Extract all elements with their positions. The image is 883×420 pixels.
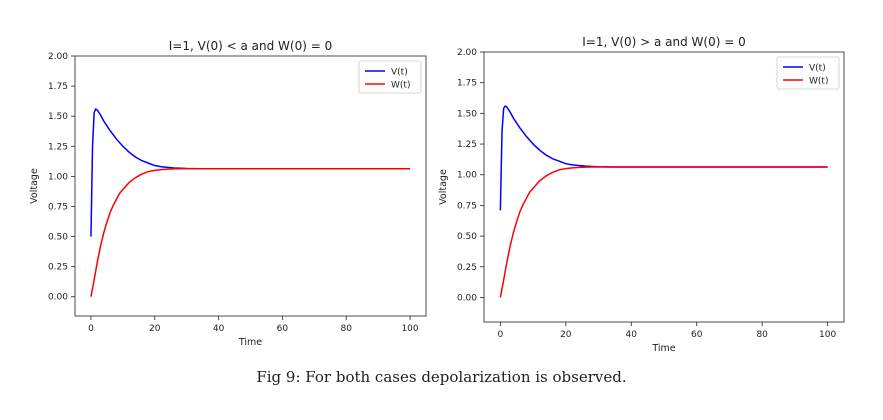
series-line-V(t) — [90, 108, 411, 237]
y-axis-label: Voltage — [29, 168, 40, 204]
y-tick-label: 0.25 — [48, 263, 68, 273]
legend-label-W(t): W(t) — [809, 77, 828, 87]
y-tick-label: 0.50 — [457, 232, 477, 242]
chart-title: I=1, V(0) < a and W(0) = 0 — [169, 39, 333, 53]
y-tick-label: 2.00 — [457, 48, 477, 58]
x-tick-label: 60 — [691, 330, 703, 340]
y-axis-label: Voltage — [438, 169, 449, 205]
y-tick-label: 0.00 — [457, 293, 477, 303]
y-tick-label: 1.75 — [48, 82, 68, 92]
x-tick-label: 20 — [149, 324, 161, 334]
legend-label-V(t): V(t) — [809, 64, 826, 74]
x-tick-label: 40 — [626, 330, 638, 340]
x-tick-label: 40 — [213, 324, 225, 334]
series-line-W(t) — [90, 168, 411, 297]
y-tick-label: 1.75 — [457, 79, 477, 89]
x-tick-label: 60 — [277, 324, 289, 334]
chart-2: I=1, V(0) > a and W(0) = 0 0 20 40 60 80 100 0.… — [438, 35, 845, 354]
y-tick-label: 0.75 — [457, 201, 477, 211]
y-tick-label: 2.00 — [48, 52, 68, 62]
chart-1: I=1, V(0) < a and W(0) = 0 0 20 40 60 80 100 0.… — [29, 39, 427, 348]
series-line-V(t) — [499, 105, 828, 211]
y-tick-label: 1.50 — [48, 112, 68, 122]
x-tick-label: 0 — [497, 330, 503, 340]
x-axis-label: Time — [238, 337, 262, 348]
x-tick-label: 100 — [819, 330, 836, 340]
figure-caption: Fig 9: For both cases depolarization is … — [256, 368, 627, 386]
y-tick-label: 1.00 — [48, 172, 68, 182]
y-tick-label: 0.75 — [48, 202, 68, 212]
series-line-W(t) — [499, 166, 828, 298]
x-tick-label: 100 — [401, 324, 418, 334]
legend-box — [776, 56, 840, 90]
y-tick-label: 0.50 — [48, 233, 68, 243]
plot-frame — [74, 55, 427, 317]
y-tick-label: 1.25 — [457, 140, 477, 150]
y-tick-label: 1.25 — [48, 142, 68, 152]
legend-label-W(t): W(t) — [391, 81, 410, 91]
legend-label-V(t): V(t) — [391, 68, 408, 78]
plot-frame — [483, 51, 845, 323]
y-tick-label: 1.50 — [457, 109, 477, 119]
legend-box — [358, 60, 422, 94]
x-tick-label: 20 — [560, 330, 572, 340]
x-tick-label: 80 — [756, 330, 768, 340]
x-tick-label: 0 — [88, 324, 94, 334]
x-axis-label: Time — [651, 343, 675, 354]
y-tick-label: 0.25 — [457, 263, 477, 273]
chart-title: I=1, V(0) > a and W(0) = 0 — [582, 35, 746, 49]
y-tick-label: 1.00 — [457, 171, 477, 181]
x-tick-label: 80 — [341, 324, 353, 334]
y-tick-label: 0.00 — [48, 293, 68, 303]
